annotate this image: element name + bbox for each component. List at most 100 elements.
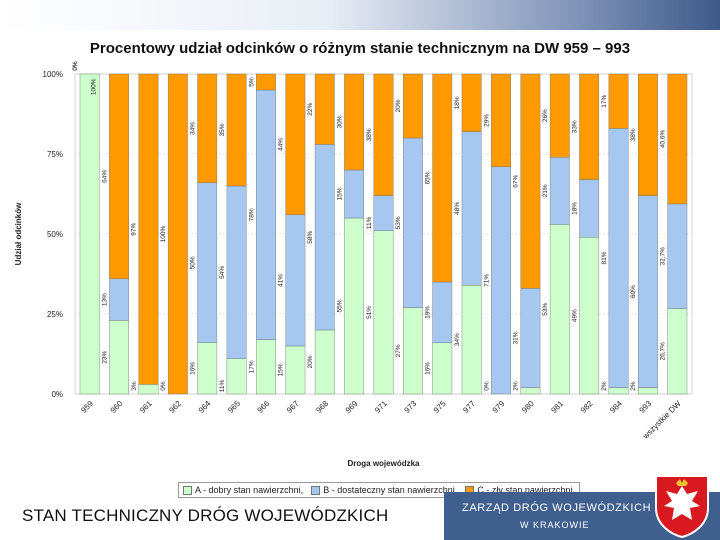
y-tick-label: 100% [43, 70, 63, 79]
bar-segment-b [373, 195, 394, 232]
bar-segment-c [461, 73, 482, 132]
x-tick-label: 961 [138, 399, 154, 415]
data-label: 20% [307, 355, 314, 368]
data-label: 58% [307, 230, 314, 243]
x-tick-label: 981 [549, 399, 565, 415]
bar-segment-c [109, 73, 129, 280]
data-label: 44% [278, 138, 285, 151]
data-label: 17% [248, 360, 255, 373]
bar-segment-b [579, 179, 600, 238]
x-tick-label: 965 [226, 399, 242, 415]
brand-name: ZARZĄD DRÓG WOJEWÓDZKICH [462, 502, 652, 514]
data-label: 20% [395, 99, 402, 112]
legend-swatch-a [183, 485, 193, 495]
bar-segment-b [226, 185, 247, 360]
data-label: 15% [278, 363, 285, 376]
x-tick-label: 968 [314, 399, 330, 415]
bar-segment-c [520, 73, 541, 289]
y-tick-label: 0% [51, 390, 63, 399]
data-label: 34% [454, 333, 461, 346]
bar-segment-b [549, 156, 570, 225]
bar-segment-a [138, 384, 159, 395]
data-label: 34% [190, 122, 197, 135]
data-label: 67% [513, 174, 520, 187]
bar-segment-c [638, 73, 658, 196]
bar-segment-a [608, 387, 629, 395]
bar-segment-c [667, 73, 688, 205]
data-label: 100% [91, 78, 98, 95]
data-label: 35% [219, 123, 226, 136]
x-tick-label: 960 [109, 399, 125, 415]
legend-label-c: C - zły stan nawierzchni, [477, 485, 575, 495]
bar-segment-b [520, 288, 541, 388]
data-label: 21% [542, 184, 549, 197]
data-label: 11% [219, 380, 226, 393]
data-label: 55% [336, 299, 343, 312]
bar-segment-b [491, 166, 511, 395]
legend-item-a: A - dobry stan nawierzchni, [183, 485, 303, 495]
bar-segment-c [197, 73, 218, 184]
bar-segment-a [638, 387, 658, 395]
data-label: 26% [542, 109, 549, 122]
bar-segment-b [314, 144, 335, 331]
bar-segment-a [549, 224, 570, 395]
bar-segment-b [109, 278, 129, 321]
y-axis-title: Udział odcinków [14, 202, 23, 265]
data-label: 5% [248, 77, 255, 87]
data-label: 15% [336, 187, 343, 200]
data-label: 81% [601, 251, 608, 264]
x-tick-label: 984 [608, 399, 624, 415]
data-label: 100% [160, 225, 167, 242]
bar-segment-a [79, 73, 100, 395]
data-label: 18% [571, 202, 578, 215]
data-label: 30% [336, 115, 343, 128]
x-axis-title: Droga wojewódzka [347, 459, 420, 468]
x-tick-label: 982 [579, 399, 595, 415]
data-label: 2% [601, 381, 608, 391]
bar-segment-a [461, 284, 482, 395]
data-label: 64% [101, 170, 108, 183]
x-tick-label: 962 [167, 399, 183, 415]
brand-city: W KRAKOWIE [520, 520, 590, 530]
x-tick-label: 980 [520, 399, 536, 415]
bar-segment-a [402, 307, 423, 395]
data-label: 50% [190, 256, 197, 269]
bar-segment-b [461, 131, 482, 286]
x-tick-label: 964 [197, 399, 213, 415]
bar-segment-a [109, 320, 129, 395]
bar-segment-c [285, 73, 306, 216]
x-tick-label: 975 [432, 399, 448, 415]
data-label: 0% [483, 381, 490, 391]
data-label: 51% [366, 306, 373, 319]
bar-segment-c [579, 73, 600, 180]
data-label: 65% [425, 171, 432, 184]
bar-segment-a [373, 230, 394, 395]
bar-segment-a [579, 236, 600, 395]
legend-swatch-b [311, 485, 321, 495]
data-label: 16% [425, 362, 432, 375]
data-label: 40,6% [660, 130, 667, 149]
data-label: 54% [219, 266, 226, 279]
bar-segment-c [402, 73, 423, 139]
bar-segment-a [285, 345, 306, 395]
data-label: 41% [278, 274, 285, 287]
bar-segment-a [256, 339, 276, 395]
x-tick-label: 973 [402, 399, 418, 415]
bar-segment-a [314, 329, 335, 395]
data-label: 97% [131, 222, 138, 235]
bar-segment-b [432, 281, 453, 343]
bar-segment-c [226, 73, 247, 187]
data-label: 53% [395, 216, 402, 229]
data-label: 23% [101, 350, 108, 363]
footer-caption: STAN TECHNICZNY DRÓG WOJEWÓDZKICH [22, 506, 389, 525]
data-label: 2% [630, 381, 637, 391]
bar-segment-b [344, 169, 365, 219]
data-label: 0% [72, 61, 79, 71]
bar-segment-a [432, 342, 453, 395]
bar-segment-c [491, 73, 511, 168]
data-label: 0% [72, 61, 79, 71]
x-tick-label: 979 [491, 399, 507, 415]
data-label: 26,7% [660, 342, 667, 361]
bar-segment-b [256, 89, 276, 340]
y-tick-label: 50% [47, 230, 63, 239]
